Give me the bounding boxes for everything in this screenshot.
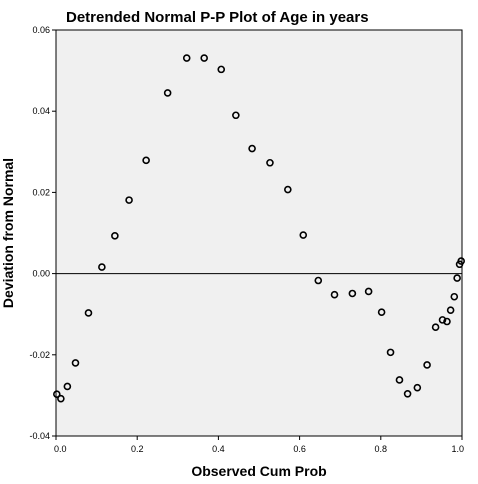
x-tick-label: 0.0 <box>54 444 67 454</box>
data-point <box>364 287 373 296</box>
data-point <box>142 156 150 165</box>
data-point <box>413 383 422 392</box>
y-tick-label: -0.02 <box>29 350 50 360</box>
data-point <box>57 394 65 403</box>
data-point <box>217 65 226 74</box>
data-point <box>446 306 455 314</box>
data-point <box>63 382 72 391</box>
data-point <box>443 317 451 326</box>
data-point <box>453 274 461 282</box>
data-point <box>314 276 323 285</box>
x-tick-label: 1.0 <box>451 444 464 454</box>
y-tick-label: 0.04 <box>32 106 50 116</box>
data-point <box>71 359 80 367</box>
y-tick-label: 0.02 <box>32 187 50 197</box>
x-tick-label: 0.6 <box>293 444 306 454</box>
data-point <box>330 290 339 299</box>
plot-area <box>55 29 463 437</box>
data-point <box>299 231 308 239</box>
y-axis: 0.06 0.04 0.02 0.00 -0.02 -0.04 <box>29 25 56 441</box>
data-point <box>84 309 93 317</box>
data-point <box>386 348 395 357</box>
data-point <box>450 292 459 301</box>
x-axis-label: Observed Cum Prob <box>191 463 326 479</box>
data-point <box>248 144 256 153</box>
data-point <box>423 361 431 369</box>
y-tick-label: 0.06 <box>32 25 50 35</box>
data-point <box>457 257 465 265</box>
data-point <box>266 158 274 167</box>
data-point <box>395 376 404 384</box>
data-points <box>53 54 465 403</box>
data-point <box>53 390 61 398</box>
x-tick-label: 0.8 <box>375 444 388 454</box>
data-point <box>98 263 106 271</box>
data-point <box>200 54 208 62</box>
data-point <box>348 289 357 298</box>
data-point <box>163 89 172 97</box>
data-point <box>377 308 386 316</box>
y-tick-label: 0.00 <box>32 269 50 279</box>
data-point <box>125 196 133 204</box>
data-point <box>182 54 191 62</box>
data-point <box>284 185 292 194</box>
x-tick-label: 0.4 <box>212 444 225 454</box>
x-axis: 0.0 0.2 0.4 0.6 0.8 1.0 <box>54 436 464 454</box>
data-point <box>431 323 440 331</box>
data-point <box>438 316 447 324</box>
data-point <box>111 232 119 240</box>
data-point <box>403 389 412 398</box>
chart-title: Detrended Normal P-P Plot of Age in year… <box>66 9 369 26</box>
y-tick-label: -0.04 <box>29 431 50 441</box>
data-point <box>232 111 240 120</box>
y-axis-label: Deviation from Normal <box>0 158 16 308</box>
x-tick-label: 0.2 <box>131 444 144 454</box>
